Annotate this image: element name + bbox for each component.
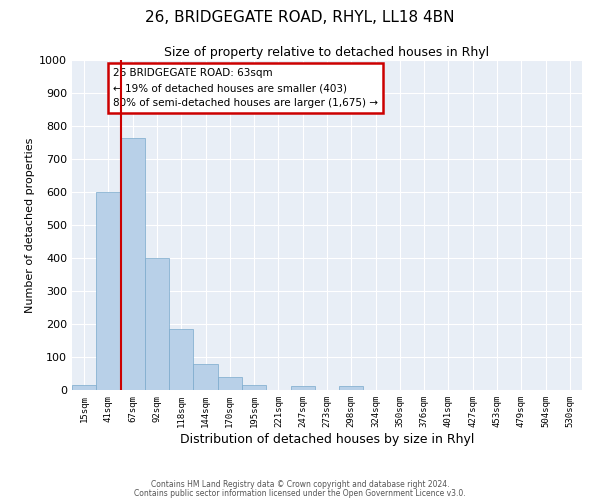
Bar xyxy=(121,138,145,390)
Bar xyxy=(193,364,218,390)
Bar xyxy=(169,329,193,390)
Text: Contains public sector information licensed under the Open Government Licence v3: Contains public sector information licen… xyxy=(134,488,466,498)
X-axis label: Distribution of detached houses by size in Rhyl: Distribution of detached houses by size … xyxy=(180,432,474,446)
Bar xyxy=(339,386,364,390)
Text: 26, BRIDGEGATE ROAD, RHYL, LL18 4BN: 26, BRIDGEGATE ROAD, RHYL, LL18 4BN xyxy=(145,10,455,25)
Y-axis label: Number of detached properties: Number of detached properties xyxy=(25,138,35,312)
Bar xyxy=(72,385,96,390)
Bar xyxy=(242,385,266,390)
Bar xyxy=(290,386,315,390)
Text: Contains HM Land Registry data © Crown copyright and database right 2024.: Contains HM Land Registry data © Crown c… xyxy=(151,480,449,489)
Bar xyxy=(218,377,242,390)
Bar xyxy=(145,258,169,390)
Bar xyxy=(96,192,121,390)
Title: Size of property relative to detached houses in Rhyl: Size of property relative to detached ho… xyxy=(164,46,490,59)
Text: 26 BRIDGEGATE ROAD: 63sqm
← 19% of detached houses are smaller (403)
80% of semi: 26 BRIDGEGATE ROAD: 63sqm ← 19% of detac… xyxy=(113,68,378,108)
